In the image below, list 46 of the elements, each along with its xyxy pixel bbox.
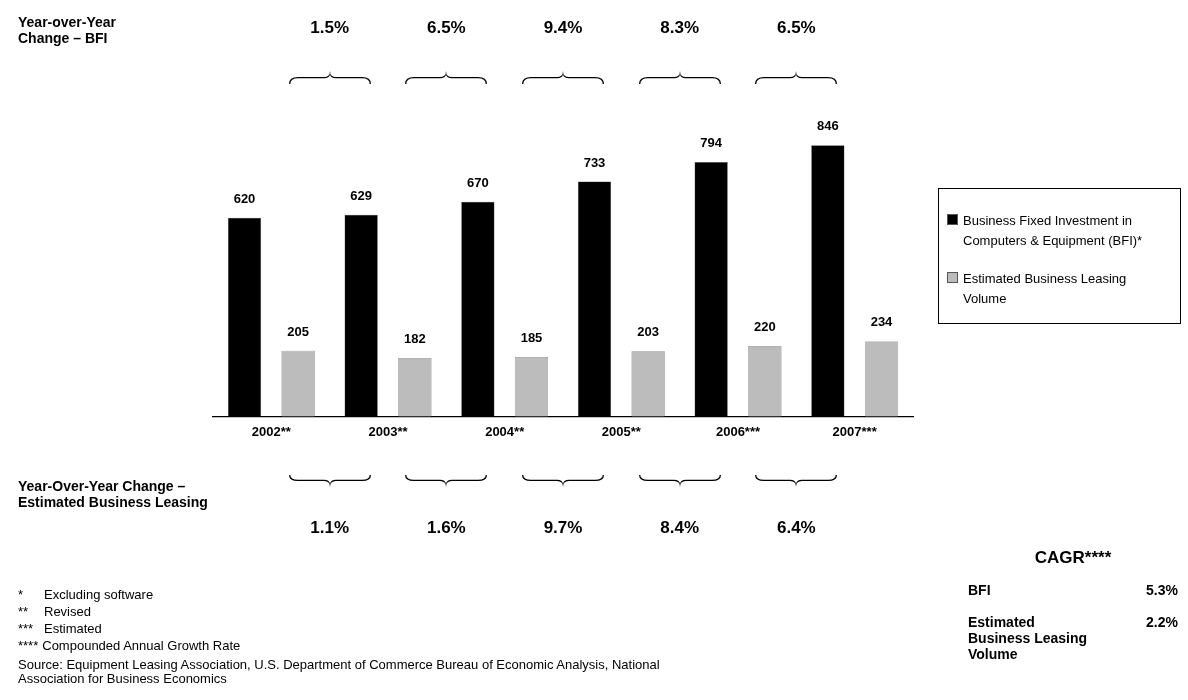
text: *	[18, 587, 24, 602]
text: 8.4%	[660, 518, 700, 537]
data-label: 234	[870, 314, 894, 330]
data-label: 185	[520, 330, 543, 346]
data-label: 203	[637, 324, 660, 340]
text: Estimated Business Leasing Volume	[968, 614, 1088, 662]
data-label: 794	[700, 135, 723, 151]
data-label: 182	[403, 331, 426, 347]
data-label: 733	[583, 154, 606, 170]
text: 9.7%	[543, 518, 583, 537]
text: 1.6%	[426, 518, 466, 537]
data-label: 846	[816, 118, 839, 134]
text: Excluding software	[44, 587, 154, 602]
data-label: 620	[233, 190, 256, 206]
x-tick-label: 2006***	[715, 423, 761, 439]
data-label: 670	[466, 174, 489, 190]
text: Year-Over-Year Change – Estimated Business Leasing	[18, 478, 208, 510]
text: 6.5%	[776, 18, 816, 37]
source-note: Source: Equipment Leasing Association, U.S. Department of Commerce Bureau of Economic Analysis, National Association for Business Economics	[18, 657, 660, 686]
text: 2.2%	[1146, 614, 1178, 630]
text: ****	[18, 638, 39, 653]
text: 5.3%	[1146, 582, 1178, 598]
text: Year-over-Year Change – BFI	[18, 14, 117, 46]
text: 8.3%	[660, 18, 700, 37]
data-label: 629	[350, 187, 373, 203]
text: ***	[18, 621, 34, 636]
text: 1.1%	[310, 518, 350, 537]
x-tick-label: 2007***	[832, 423, 878, 439]
legend-label: Estimated Business Leasing Volume	[963, 271, 1127, 306]
x-tick-label: 2003**	[368, 423, 409, 439]
text: 1.5%	[310, 18, 350, 37]
text: 6.5%	[426, 18, 466, 37]
text: **	[18, 604, 29, 619]
text: 9.4%	[543, 18, 583, 37]
text: BFI	[968, 582, 991, 598]
text: CAGR****	[1034, 548, 1112, 567]
x-tick-label: 2005**	[601, 423, 642, 439]
legend-label: Business Fixed Investment in Computers & Equipment (BFI)*	[963, 213, 1143, 248]
text: Compounded Annual Growth Rate	[42, 638, 241, 653]
text: 6.4%	[776, 518, 816, 537]
x-tick-label: 2004**	[485, 423, 526, 439]
x-tick-label: 2002**	[251, 423, 292, 439]
data-label: 220	[753, 318, 776, 334]
data-label: 205	[287, 323, 310, 339]
text: Revised	[44, 604, 91, 619]
text: Estimated	[44, 621, 102, 636]
